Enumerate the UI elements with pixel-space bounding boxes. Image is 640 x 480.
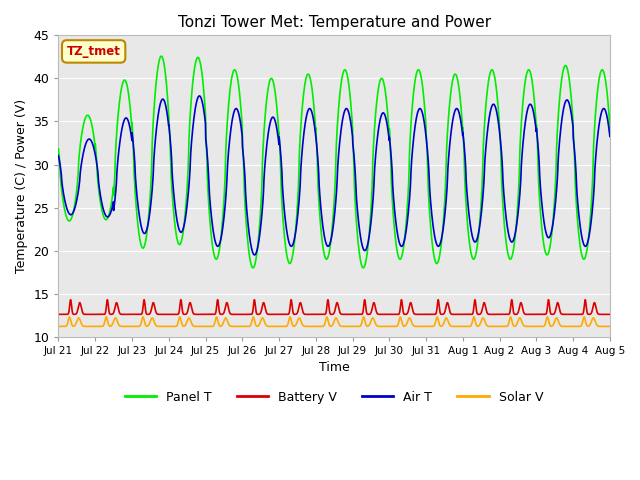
X-axis label: Time: Time bbox=[319, 361, 349, 374]
Title: Tonzi Tower Met: Temperature and Power: Tonzi Tower Met: Temperature and Power bbox=[178, 15, 491, 30]
Y-axis label: Temperature (C) / Power (V): Temperature (C) / Power (V) bbox=[15, 99, 28, 273]
Legend: Panel T, Battery V, Air T, Solar V: Panel T, Battery V, Air T, Solar V bbox=[120, 386, 548, 409]
Text: TZ_tmet: TZ_tmet bbox=[67, 45, 120, 58]
